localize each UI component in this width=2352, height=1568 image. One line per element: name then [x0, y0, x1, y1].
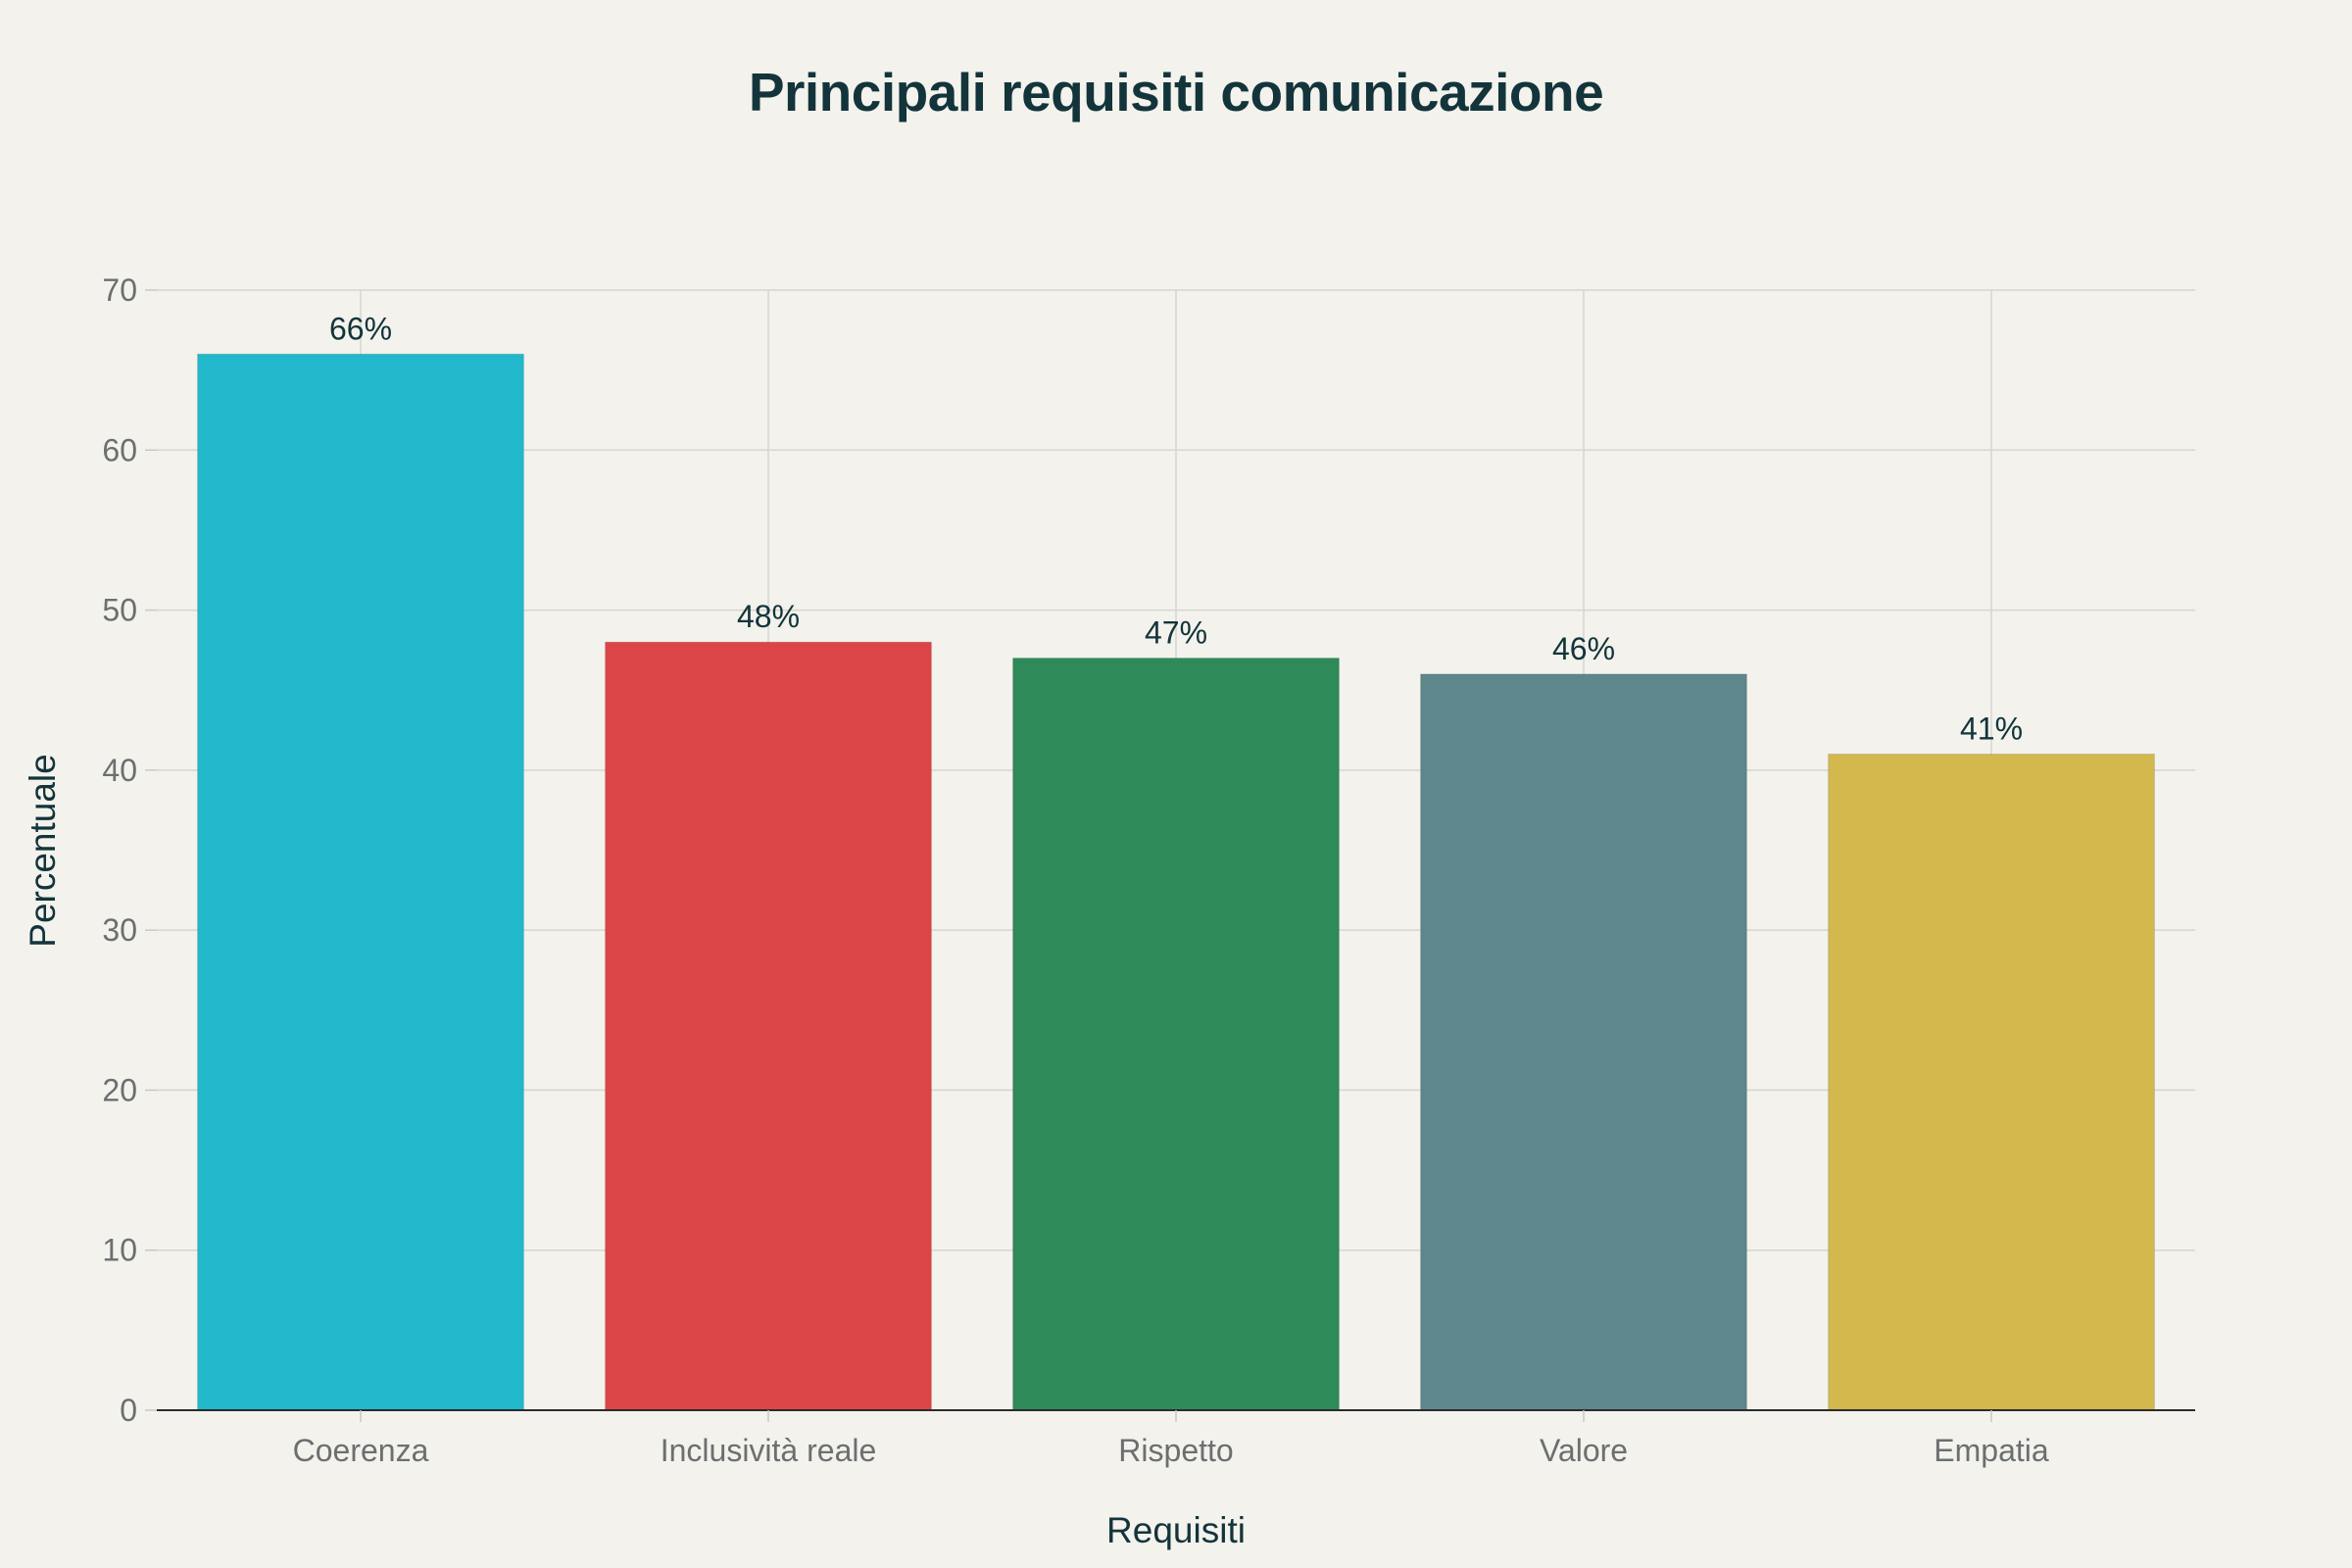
y-tick-label: 50: [102, 593, 137, 628]
x-axis-title: Requisiti: [1106, 1510, 1246, 1550]
bar: [1828, 754, 2155, 1411]
y-axis-title: Percentuale: [23, 754, 63, 947]
labels: 0 10 20 30 40 50 60 70 66% 48% 47% 46% 41% Coerenza In…: [102, 272, 2048, 1468]
data-label: 48%: [737, 599, 800, 634]
y-tick-label: 0: [120, 1393, 137, 1428]
data-label: 47%: [1145, 615, 1207, 651]
y-tick-label: 40: [102, 753, 137, 788]
y-tick-label: 60: [102, 432, 137, 467]
data-label: 66%: [329, 311, 392, 346]
y-tick-label: 70: [102, 272, 137, 308]
data-label: 46%: [1552, 631, 1615, 666]
bar: [605, 641, 932, 1411]
bar: [197, 353, 524, 1411]
x-tick-label: Inclusività reale: [661, 1433, 877, 1468]
bars: [197, 353, 2155, 1411]
axes: [145, 289, 2195, 1422]
data-label: 41%: [1960, 711, 2023, 747]
chart-title: Principali requisiti comunicazione: [748, 62, 1604, 122]
y-tick-label: 30: [102, 912, 137, 948]
bar: [1012, 658, 1340, 1411]
x-tick-label: Valore: [1540, 1433, 1628, 1468]
bar: [1420, 673, 1747, 1411]
x-tick-label: Empatia: [1934, 1433, 2049, 1468]
y-tick-label: 20: [102, 1072, 137, 1107]
y-tick-label: 10: [102, 1233, 137, 1268]
x-tick-label: Rispetto: [1118, 1433, 1233, 1468]
x-tick-label: Coerenza: [293, 1433, 429, 1468]
